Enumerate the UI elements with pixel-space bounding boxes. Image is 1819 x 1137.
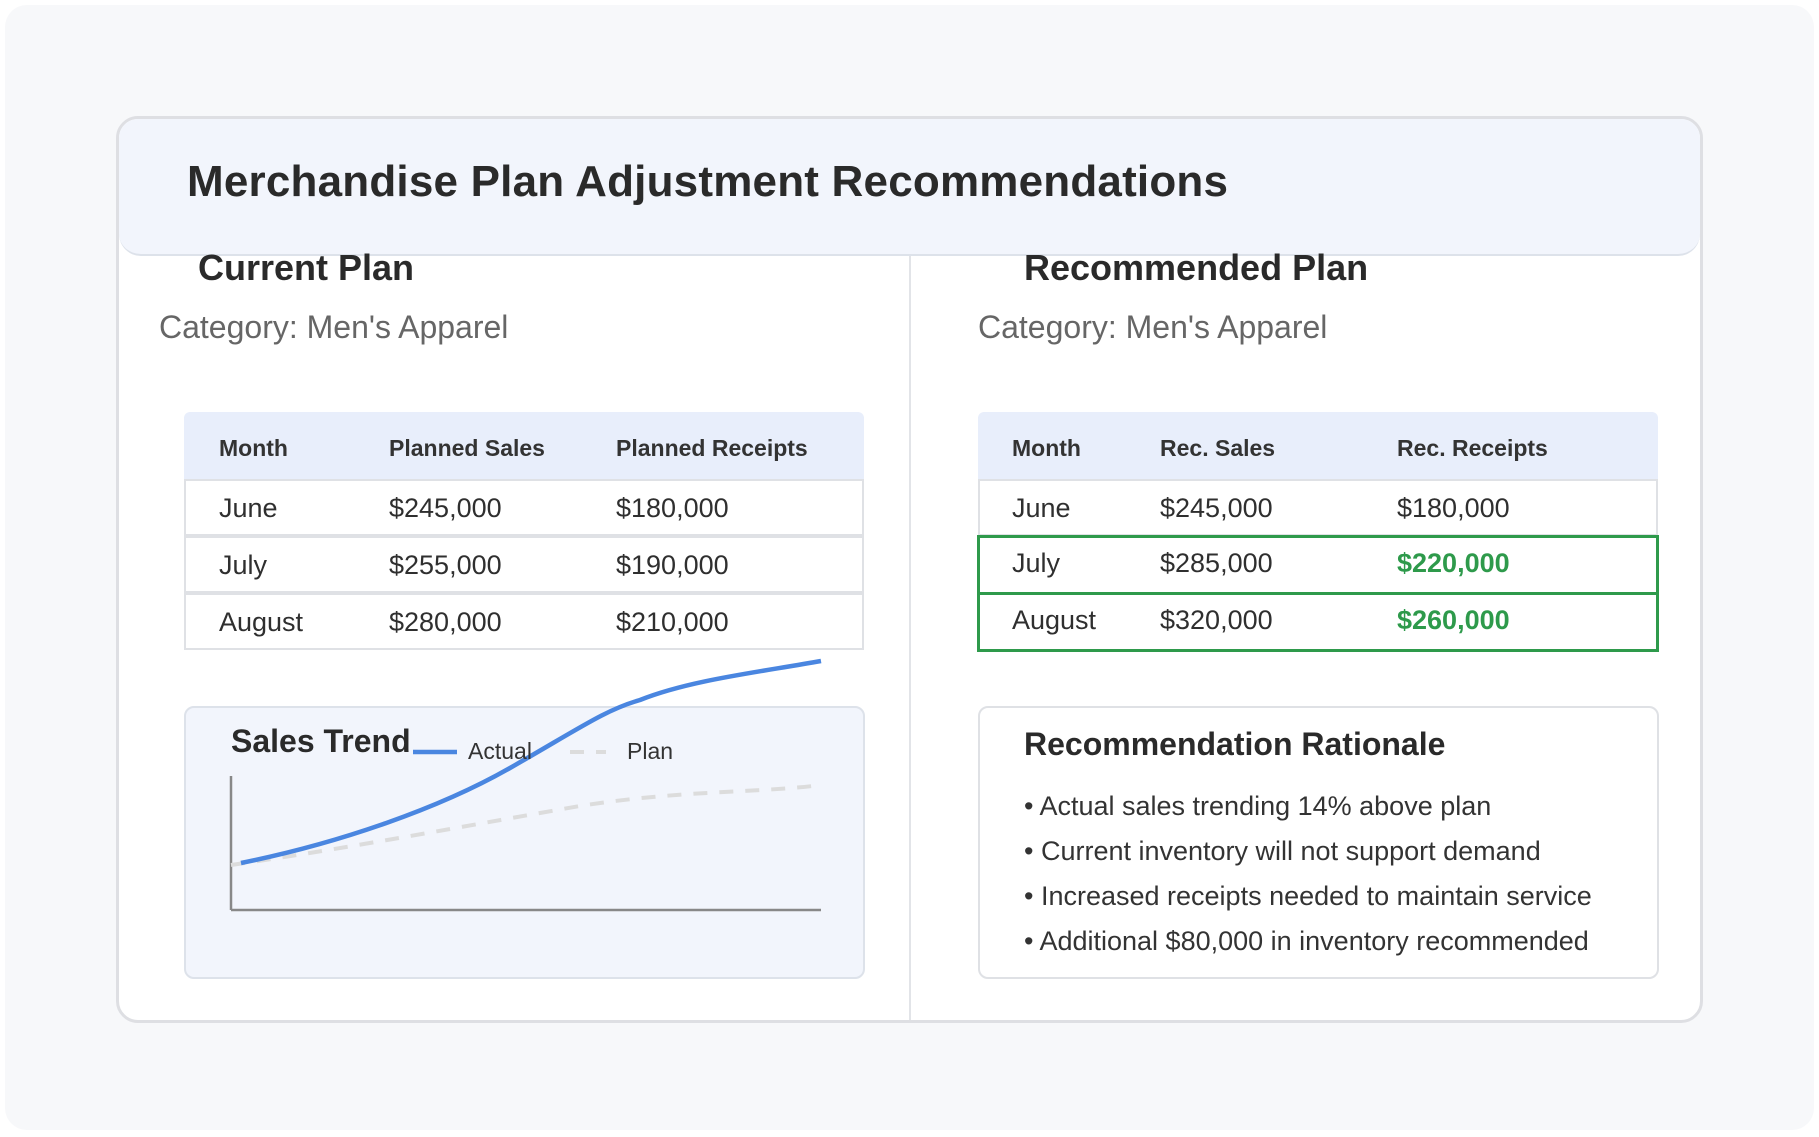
list-item: • Additional $80,000 in inventory recomm… — [1024, 926, 1589, 956]
recommended-plan-heading: Recommended Plan — [1024, 247, 1369, 288]
rationale-list: • Actual sales trending 14% above plan •… — [1024, 784, 1592, 964]
receipts-cell: $190,000 — [616, 550, 729, 580]
column-header-rec-receipts: Rec. Receipts — [1397, 435, 1548, 461]
legend-plan-label: Plan — [627, 738, 673, 764]
receipts-cell-changed: $220,000 — [1397, 548, 1510, 578]
table-row: June $245,000 $180,000 — [978, 479, 1658, 536]
list-item: • Increased receipts needed to maintain … — [1024, 881, 1592, 911]
recommended-plan-table-header: Month Rec. Sales Rec. Receipts — [978, 412, 1658, 480]
table-row: June $245,000 $180,000 — [184, 479, 864, 536]
month-cell: June — [1012, 493, 1071, 523]
month-cell: July — [1012, 548, 1061, 578]
sales-cell: $285,000 — [1160, 548, 1273, 578]
sales-cell: $245,000 — [1160, 493, 1273, 523]
column-header-planned-sales: Planned Sales — [389, 435, 545, 461]
column-header-rec-sales: Rec. Sales — [1160, 435, 1276, 461]
list-item: • Actual sales trending 14% above plan — [1024, 791, 1492, 821]
sales-trend-title: Sales Trend — [231, 723, 411, 759]
sales-cell: $280,000 — [389, 607, 502, 637]
current-plan-category: Category: Men's Apparel — [159, 309, 509, 345]
legend-actual-label: Actual — [468, 738, 532, 764]
month-cell: July — [219, 550, 268, 580]
page-title: Merchandise Plan Adjustment Recommendati… — [187, 157, 1229, 206]
column-divider — [909, 256, 911, 1020]
table-row-highlighted: August $320,000 $260,000 — [977, 592, 1659, 652]
table-row: August $280,000 $210,000 — [184, 593, 864, 650]
card-header: Merchandise Plan Adjustment Recommendati… — [119, 119, 1700, 256]
receipts-cell: $180,000 — [616, 493, 729, 523]
actual-line — [240, 658, 822, 866]
recommended-plan-category: Category: Men's Apparel — [978, 309, 1328, 345]
current-plan-table-header: Month Planned Sales Planned Receipts — [184, 412, 864, 480]
rationale-panel: Recommendation Rationale • Actual sales … — [978, 706, 1659, 979]
sales-cell: $320,000 — [1160, 605, 1273, 635]
receipts-cell-changed: $260,000 — [1397, 605, 1510, 635]
receipts-cell: $210,000 — [616, 607, 729, 637]
month-cell: August — [1012, 605, 1097, 635]
sales-cell: $255,000 — [389, 550, 502, 580]
column-header-month: Month — [219, 435, 288, 461]
receipts-cell: $180,000 — [1397, 493, 1510, 523]
rationale-title: Recommendation Rationale — [1024, 726, 1446, 762]
sales-trend-panel — [184, 706, 865, 979]
table-row: July $255,000 $190,000 — [184, 536, 864, 593]
column-header-month: Month — [1012, 435, 1081, 461]
list-item: • Current inventory will not support dem… — [1024, 836, 1541, 866]
column-header-planned-receipts: Planned Receipts — [616, 435, 808, 461]
month-cell: June — [219, 493, 278, 523]
month-cell: August — [219, 607, 304, 637]
table-row-highlighted: July $285,000 $220,000 — [977, 535, 1659, 595]
sales-cell: $245,000 — [389, 493, 502, 523]
current-plan-heading: Current Plan — [198, 247, 415, 288]
plan-line — [230, 783, 822, 867]
